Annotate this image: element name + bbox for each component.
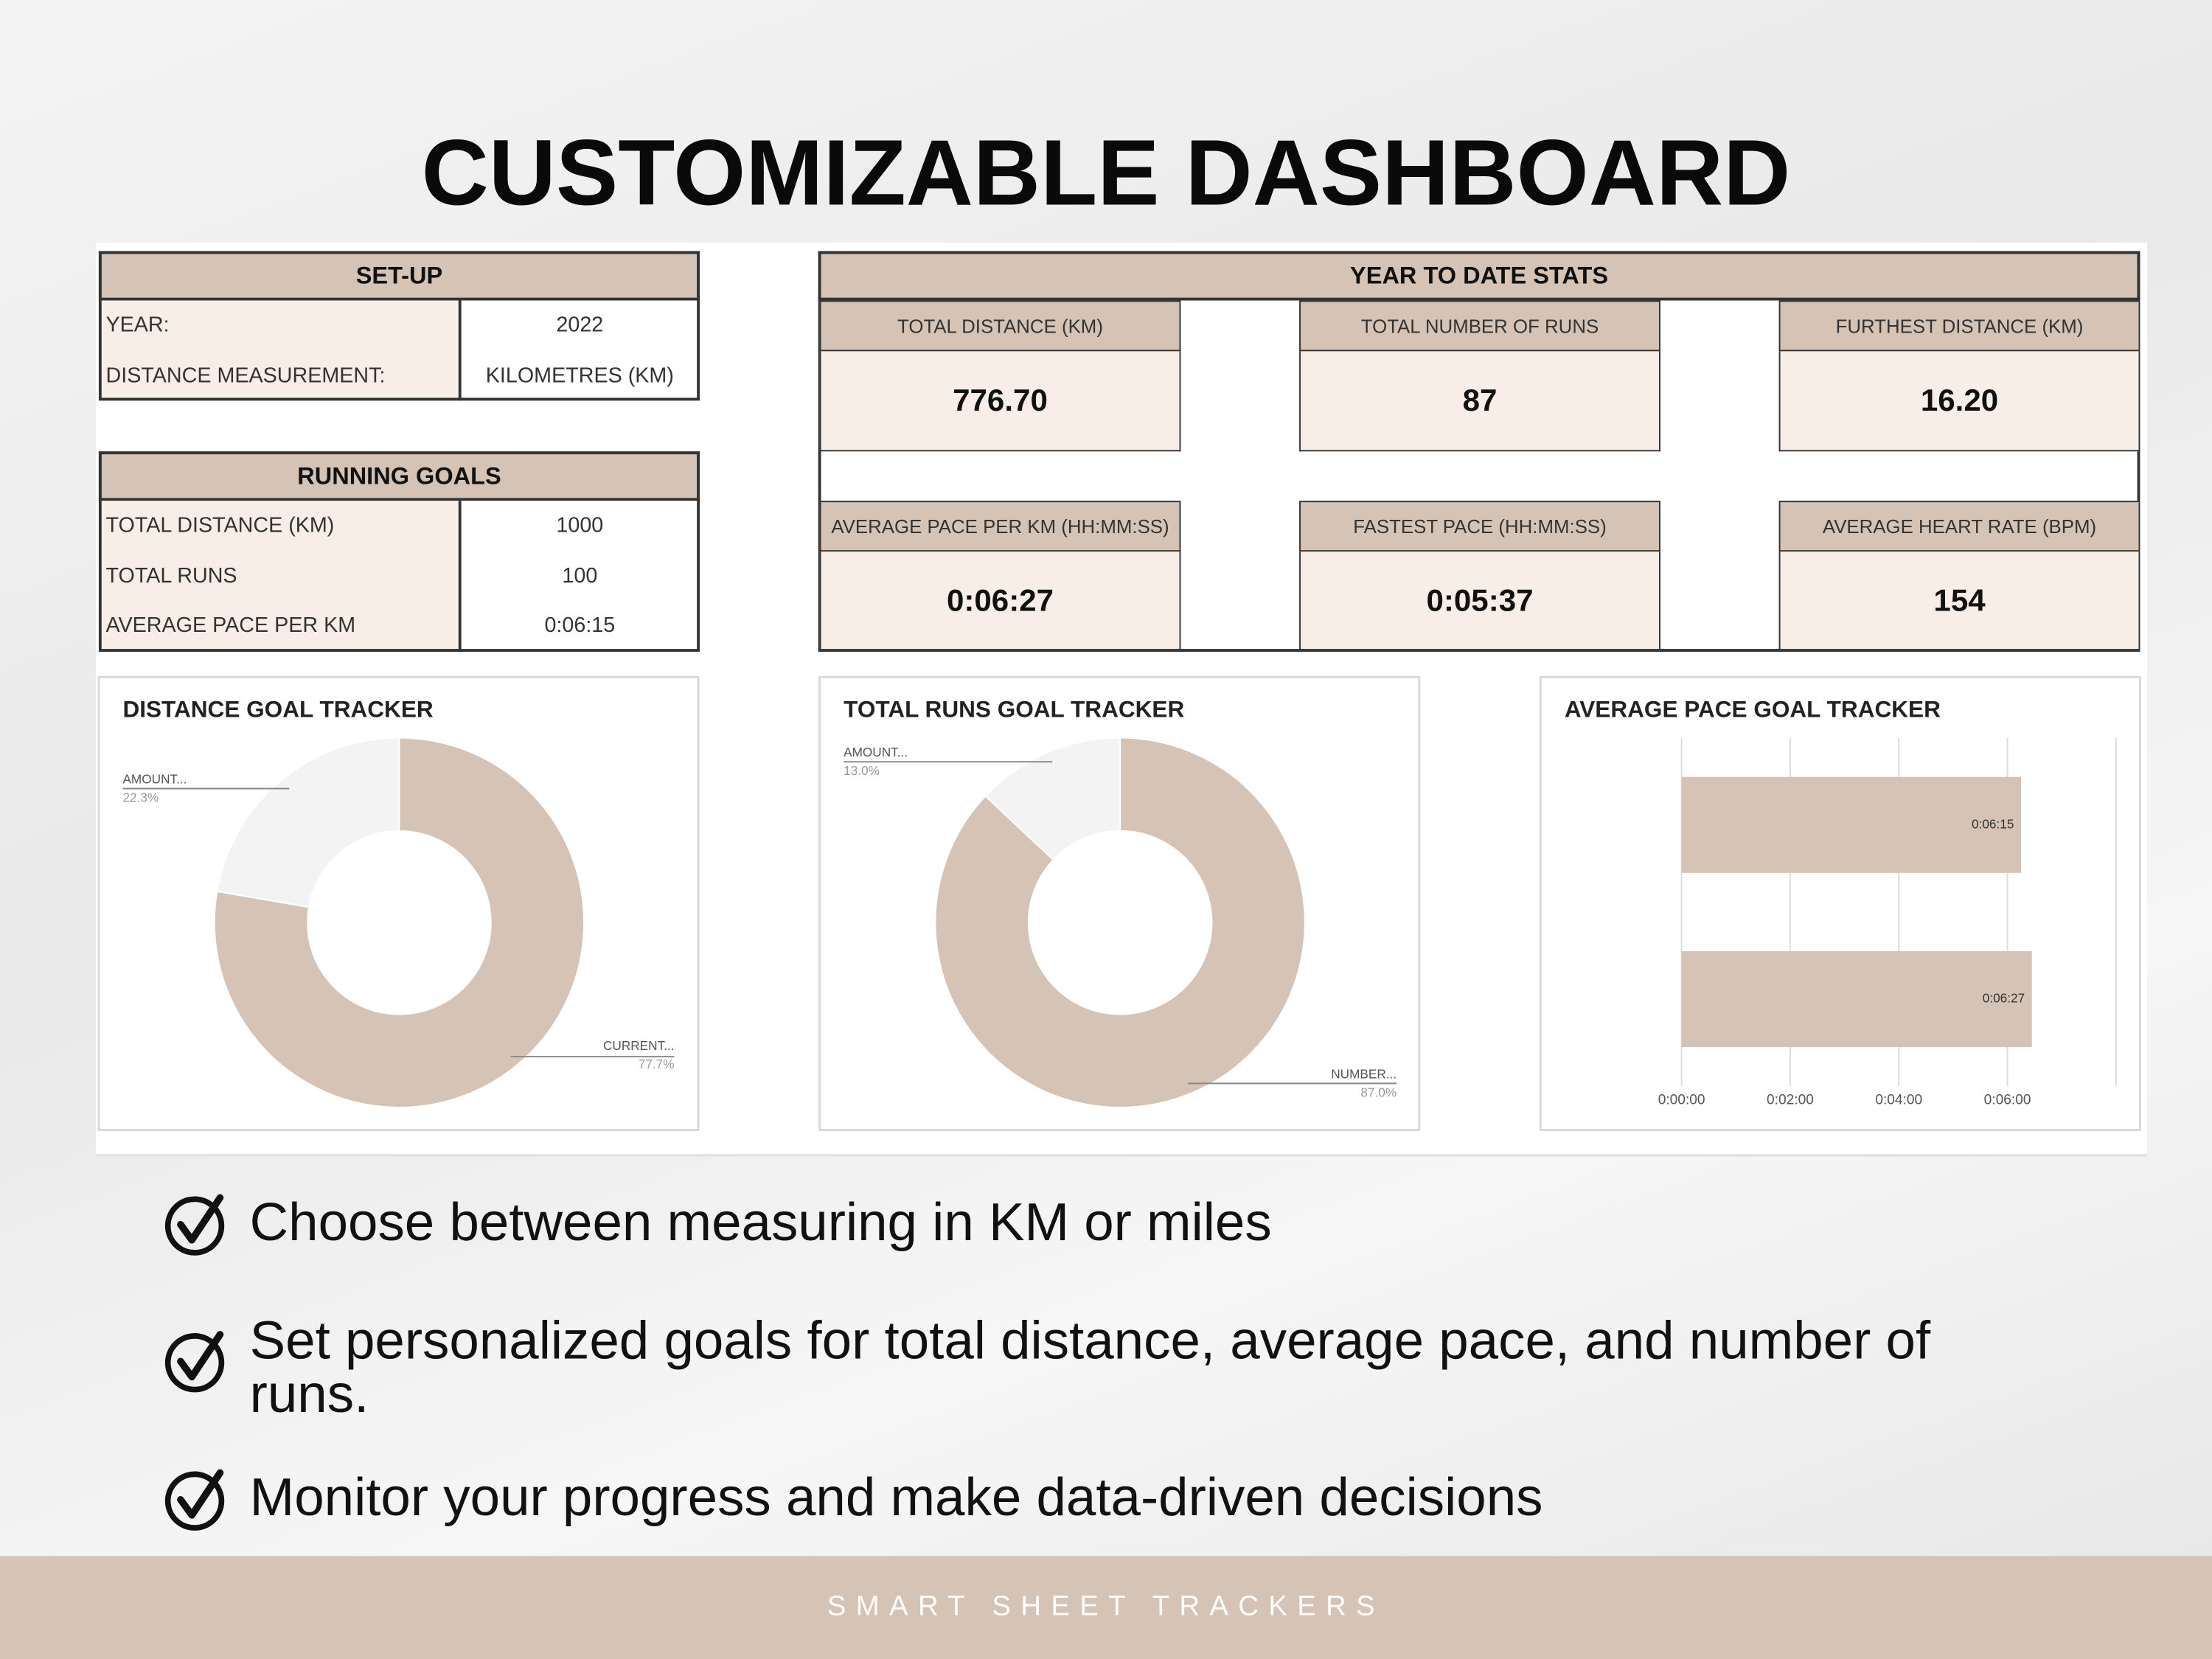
check-icon	[164, 1194, 225, 1256]
pie-slice	[216, 737, 400, 908]
row-label: AVERAGE PACE PER KM	[98, 601, 460, 651]
slice-label: AMOUNT...	[122, 772, 187, 787]
slice-value-label: 22.3%	[122, 790, 159, 804]
row-label: TOTAL DISTANCE (KM)	[98, 501, 460, 552]
check-icon	[164, 1331, 225, 1393]
stat-label: TOTAL DISTANCE (KM)	[819, 300, 1181, 352]
slice-label: NUMBER...	[1331, 1066, 1397, 1081]
stat-value: 16.20	[1778, 351, 2140, 452]
bar-value-label: 0:06:15	[1972, 816, 2014, 831]
row-value: 2022	[459, 300, 700, 351]
x-tick-label: 0:04:00	[1875, 1092, 1922, 1107]
slice-value-label: 13.0%	[844, 763, 880, 778]
row-value: 100	[459, 551, 700, 602]
stat-label: FURTHEST DISTANCE (KM)	[1778, 300, 2140, 352]
table-divider	[458, 501, 462, 651]
chart-title: TOTAL RUNS GOAL TRACKER	[844, 696, 1184, 723]
bar	[1681, 776, 2021, 873]
x-tick-label: 0:02:00	[1767, 1092, 1814, 1107]
stat-label: TOTAL NUMBER OF RUNS	[1299, 300, 1660, 352]
bar	[1681, 951, 2032, 1048]
stat-label: AVERAGE HEART RATE (BPM)	[1778, 501, 2140, 552]
table-title: SET-UP	[98, 251, 700, 301]
stat-label: AVERAGE PACE PER KM (HH:MM:SS)	[819, 501, 1181, 552]
chart-title: AVERAGE PACE GOAL TRACKER	[1565, 696, 1941, 723]
table-title: RUNNING GOALS	[98, 451, 700, 501]
stat-value: 0:06:27	[819, 552, 1181, 651]
row-label: YEAR:	[98, 300, 460, 351]
stat-value: 0:05:37	[1299, 552, 1660, 651]
page-title: CUSTOMIZABLE DASHBOARD	[421, 119, 1791, 225]
slice-label: AMOUNT...	[844, 745, 908, 759]
table-divider	[458, 300, 462, 401]
x-tick-label: 0:06:00	[1984, 1092, 2031, 1107]
feature-text: Choose between measuring in KM or miles	[249, 1193, 1272, 1253]
stat-label: FASTEST PACE (HH:MM:SS)	[1299, 501, 1660, 552]
stat-value: 87	[1299, 351, 1660, 452]
check-icon	[164, 1469, 225, 1531]
chart-title: DISTANCE GOAL TRACKER	[122, 696, 433, 723]
row-value: 1000	[459, 501, 700, 552]
feature-text: Set personalized goals for total distanc…	[249, 1312, 1931, 1425]
stat-value: 776.70	[819, 351, 1181, 452]
pie-slice	[213, 737, 585, 1108]
pie-slice	[934, 737, 1306, 1108]
slice-value-label: 87.0%	[1360, 1085, 1397, 1099]
feature-text: Monitor your progress and make data-driv…	[249, 1468, 1543, 1528]
x-tick-label: 0:00:00	[1658, 1092, 1705, 1107]
row-value: 0:06:15	[459, 601, 700, 651]
row-label: DISTANCE MEASUREMENT:	[98, 350, 460, 401]
slice-label: CURRENT...	[603, 1038, 675, 1053]
row-label: TOTAL RUNS	[98, 551, 460, 602]
bar-value-label: 0:06:27	[1983, 991, 2025, 1006]
slice-value-label: 77.7%	[639, 1057, 675, 1071]
footer-brand: SMART SHEET TRACKERS	[0, 1556, 2212, 1659]
row-value: KILOMETRES (KM)	[459, 350, 700, 401]
chart-frame	[1539, 675, 2141, 1131]
pie-slice	[984, 737, 1121, 861]
stat-value: 154	[1778, 552, 2140, 651]
